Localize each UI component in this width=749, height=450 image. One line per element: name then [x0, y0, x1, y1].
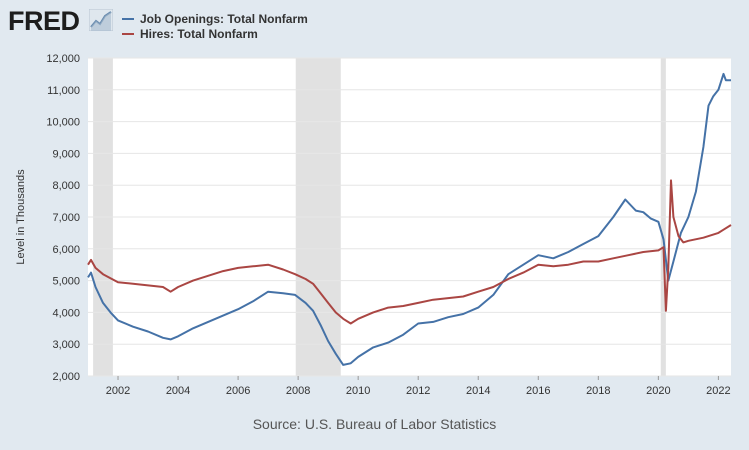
legend-item-hires[interactable]: Hires: Total Nonfarm	[122, 26, 308, 41]
x-tick-label: 2002	[106, 385, 130, 397]
x-tick-label: 2004	[166, 385, 190, 397]
y-tick-label: 4,000	[52, 307, 80, 319]
y-tick-label: 10,000	[46, 117, 80, 129]
x-tick-label: 2008	[286, 385, 310, 397]
series-line-job-openings	[87, 72, 731, 366]
x-tick-label: 2022	[706, 385, 730, 397]
fred-logo[interactable]: FRED	[8, 6, 80, 36]
x-tick-label: 2006	[226, 385, 250, 397]
x-tick-label: 2012	[406, 385, 430, 397]
y-tick-label: 7,000	[52, 212, 80, 224]
x-tick-label: 2014	[466, 385, 490, 397]
y-tick-label: 3,000	[52, 339, 80, 351]
x-tick-label: 2016	[526, 385, 550, 397]
y-tick-label: 6,000	[52, 244, 80, 256]
legend-label-job-openings: Job Openings: Total Nonfarm	[140, 11, 308, 26]
series-line-hires	[87, 179, 732, 325]
y-tick-label: 12,000	[46, 53, 80, 65]
legend-item-job-openings[interactable]: Job Openings: Total Nonfarm	[122, 11, 308, 26]
chart-legend: Job Openings: Total Nonfarm Hires: Total…	[122, 11, 308, 41]
x-tick-label: 2018	[586, 385, 610, 397]
y-tick-label: 5,000	[52, 276, 80, 288]
y-tick-label: 2,000	[52, 371, 80, 383]
source-note[interactable]: Source: U.S. Bureau of Labor Statistics	[252, 416, 497, 432]
y-tick-label: 9,000	[52, 148, 80, 160]
x-tick-label: 2020	[646, 385, 670, 397]
chart-line-icon	[89, 9, 113, 31]
x-tick-label: 2010	[346, 385, 370, 397]
y-tick-label: 8,000	[52, 180, 80, 192]
legend-swatch-hires	[122, 32, 134, 35]
legend-label-hires: Hires: Total Nonfarm	[140, 26, 258, 41]
legend-swatch-job-openings	[122, 17, 134, 20]
chart-header: FRED Job Openings: Total Nonfarm Hires: …	[0, 0, 749, 50]
y-tick-label: 11,000	[47, 85, 80, 97]
line-chart: 2,000 3,000 4,000 5,000 6,000 7,000 8,000 9,000…	[46, 53, 732, 397]
